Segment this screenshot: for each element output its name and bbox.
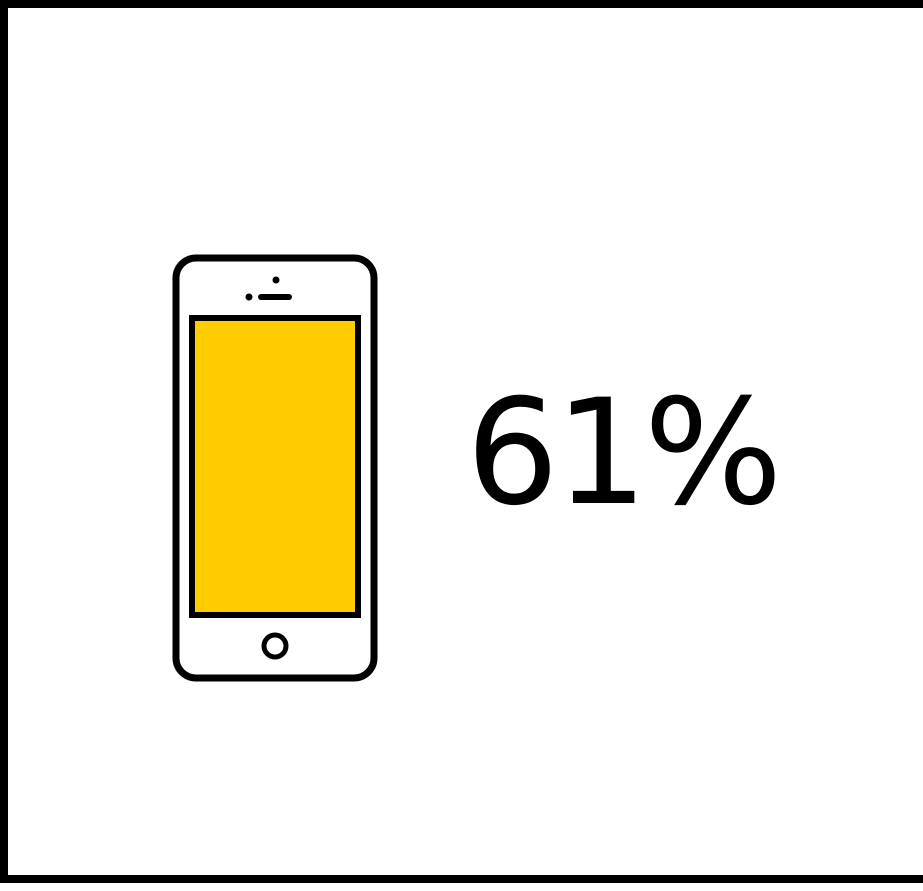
- phone-sensor: [245, 293, 253, 301]
- phone-camera: [272, 276, 280, 284]
- phone-screen: [189, 315, 361, 618]
- stat-value: 61%: [466, 368, 783, 538]
- phone-home-button: [261, 632, 289, 660]
- smartphone-icon: [172, 254, 378, 682]
- phone-speaker: [258, 294, 292, 300]
